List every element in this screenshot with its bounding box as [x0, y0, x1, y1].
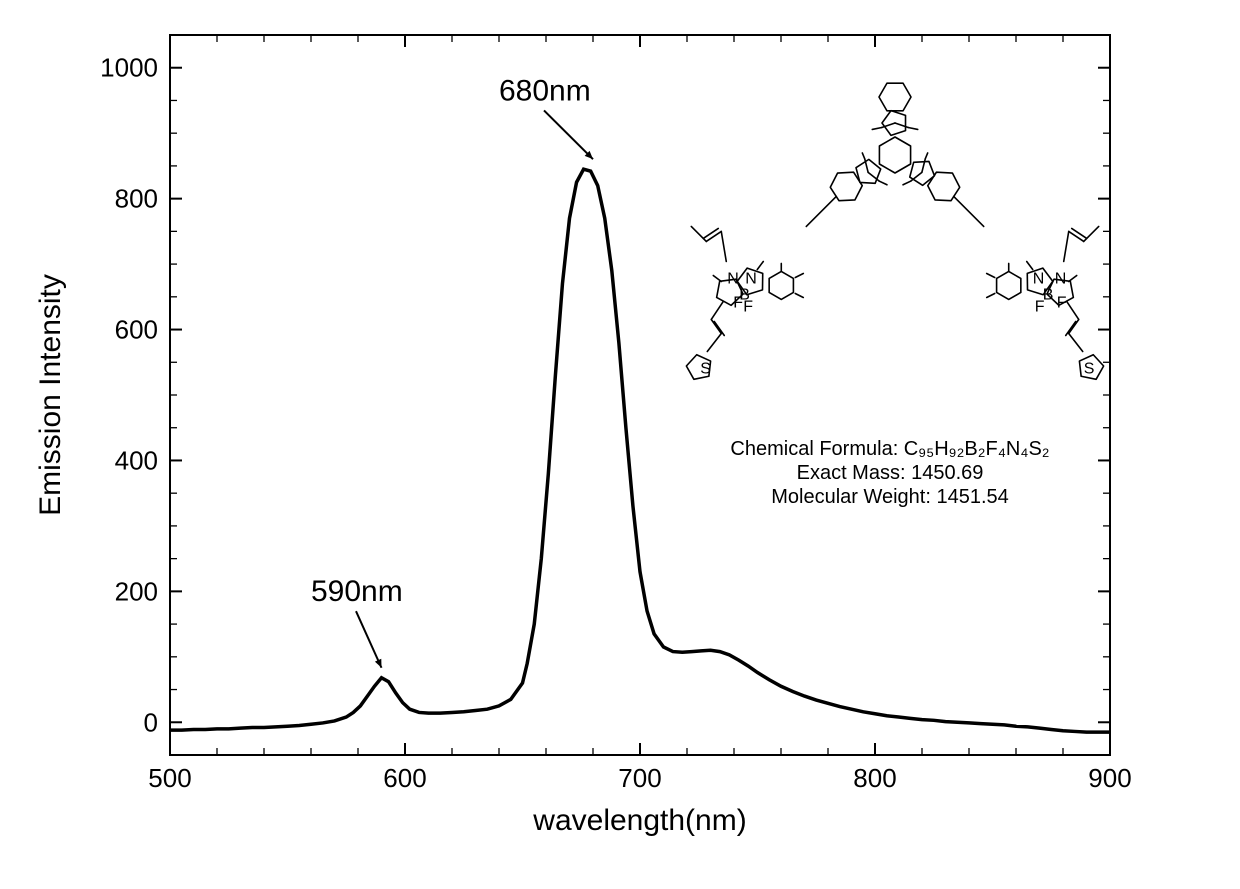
svg-text:S: S [1084, 360, 1095, 377]
y-ticks [170, 68, 1110, 723]
svg-text:400: 400 [115, 445, 158, 475]
svg-text:800: 800 [853, 763, 896, 793]
svg-text:F: F [1057, 294, 1067, 311]
svg-text:200: 200 [115, 576, 158, 606]
svg-text:1000: 1000 [100, 53, 158, 83]
y-tick-labels: 0 200 400 600 800 1000 [100, 53, 158, 738]
svg-text:F: F [743, 298, 753, 315]
plot-frame [170, 35, 1110, 755]
peak-annotations: 590nm 680nm [311, 74, 593, 667]
svg-text:N: N [1033, 270, 1045, 287]
x-minor-ticks [217, 35, 1063, 755]
svg-text:600: 600 [115, 315, 158, 345]
y-axis-label: Emission Intensity [34, 274, 67, 516]
svg-text:S: S [700, 360, 711, 377]
svg-text:900: 900 [1088, 763, 1131, 793]
svg-text:590nm: 590nm [311, 575, 403, 608]
x-tick-labels: 500 600 700 800 900 [148, 763, 1131, 793]
svg-text:Molecular Weight: 1451.54: Molecular Weight: 1451.54 [771, 486, 1009, 508]
emission-spectrum-chart: 500 600 700 800 900 0 200 400 600 800 1000 Emissi… [0, 0, 1240, 889]
compound-info: Chemical Formula: C₉₅H₉₂B₂F₄N₄S₂Exact Ma… [730, 438, 1049, 508]
svg-text:680nm: 680nm [499, 74, 591, 107]
x-ticks [170, 35, 1110, 755]
svg-text:N: N [745, 270, 757, 287]
svg-text:700: 700 [618, 763, 661, 793]
x-axis-label: wavelength(nm) [532, 804, 746, 837]
svg-text:F: F [733, 294, 743, 311]
svg-text:600: 600 [383, 763, 426, 793]
svg-text:F: F [1035, 298, 1045, 315]
svg-text:500: 500 [148, 763, 191, 793]
svg-text:Chemical Formula: C₉₅H₉₂B₂F₄N₄: Chemical Formula: C₉₅H₉₂B₂F₄N₄S₂ [730, 438, 1049, 460]
molecular-structure: BNNFFSBNNFFS [686, 83, 1103, 379]
svg-text:N: N [1055, 270, 1067, 287]
svg-text:0: 0 [144, 707, 158, 737]
svg-text:800: 800 [115, 184, 158, 214]
svg-text:Exact Mass: 1450.69: Exact Mass: 1450.69 [797, 462, 984, 484]
svg-text:N: N [727, 270, 739, 287]
